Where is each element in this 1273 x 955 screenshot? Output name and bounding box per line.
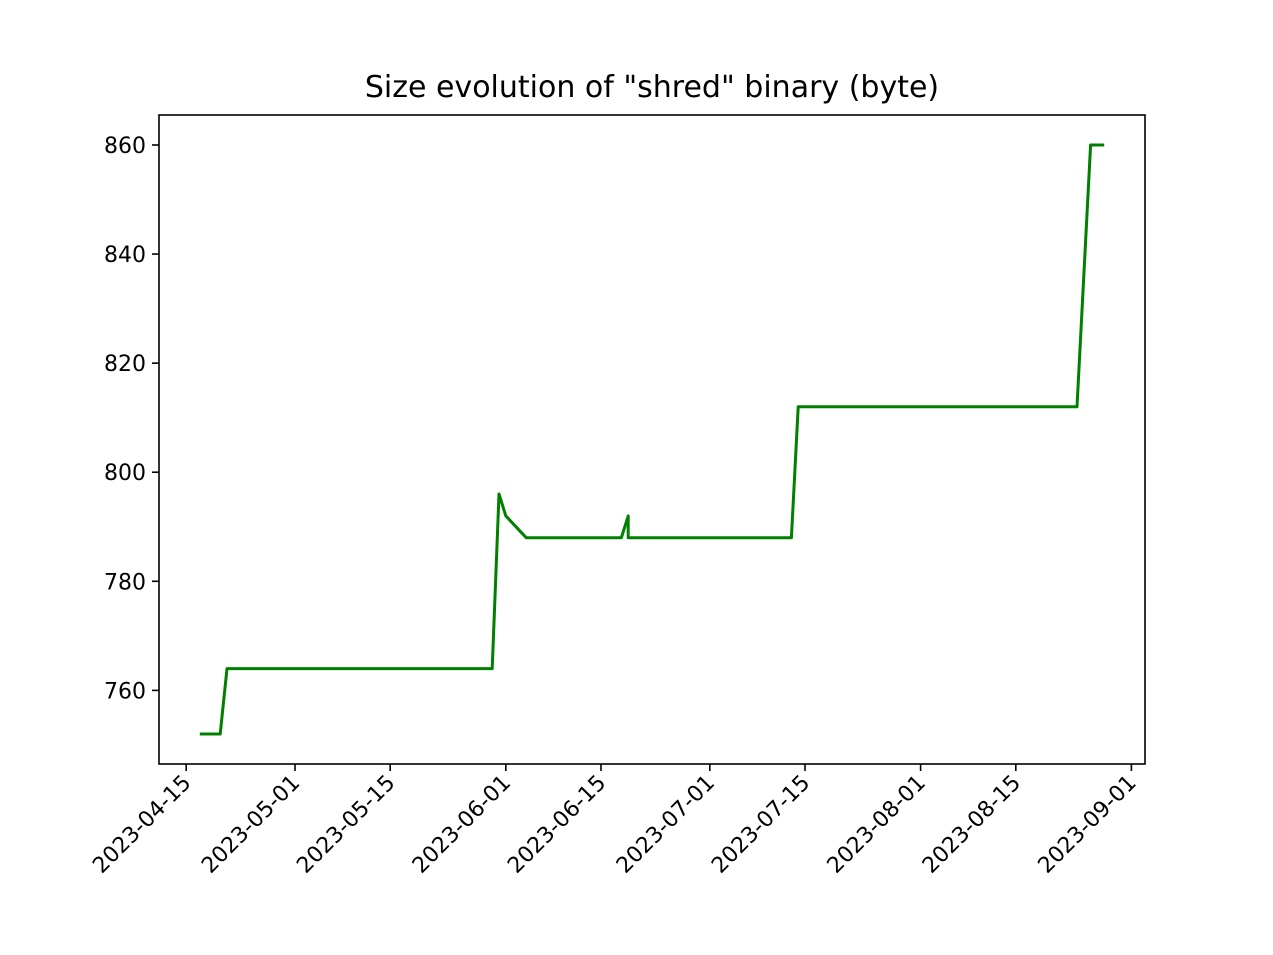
y-axis: 760 780 800 820 840 860 [104,134,159,704]
y-tick-label: 800 [104,461,146,486]
y-tick-label: 780 [104,570,146,595]
chart-title: Size evolution of "shred" binary (byte) [365,70,939,105]
x-tick-label: 2023-07-01 [612,771,720,879]
x-tick-label: 2023-09-01 [1034,771,1142,879]
x-tick-label: 2023-04-15 [88,771,196,879]
plot-area-frame [158,114,1146,765]
x-tick-label: 2023-07-15 [707,771,815,879]
series-line [199,143,1105,736]
x-tick-label: 2023-05-15 [292,771,400,879]
y-tick-label: 860 [104,134,146,159]
y-tick-label: 820 [104,352,146,377]
x-tick-label: 2023-06-15 [503,771,611,879]
x-tick-label: 2023-06-01 [408,771,516,879]
x-tick-label: 2023-08-15 [918,771,1026,879]
y-tick-label: 840 [104,243,146,268]
y-tick-label: 760 [104,679,146,704]
x-tick-label: 2023-08-01 [823,771,931,879]
plot-series [199,143,1105,736]
x-tick-label: 2023-05-01 [197,771,305,879]
